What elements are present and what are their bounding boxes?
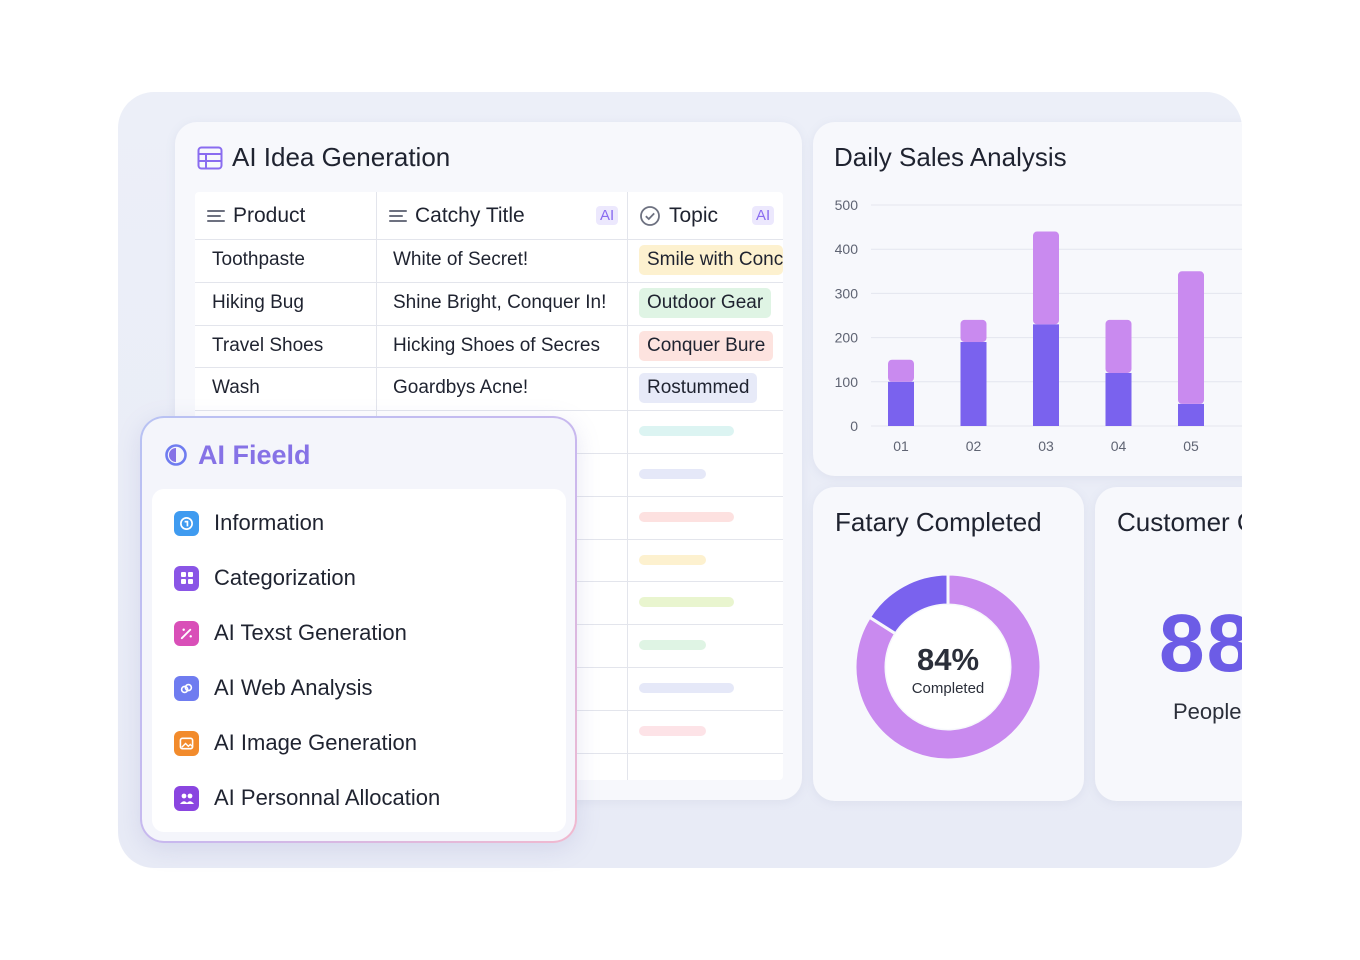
cell-product[interactable]: Toothpaste (212, 249, 305, 270)
text-field-icon (389, 209, 407, 223)
column-header-label: Product (233, 203, 306, 227)
ai-badge: AI (752, 206, 775, 225)
ai-field-item[interactable]: AI Web Analysis (174, 673, 373, 703)
ai-field-item[interactable]: AI Image Generation (174, 728, 417, 758)
sales-card-title: Daily Sales Analysis (834, 142, 1067, 172)
ai-field-item-label: Information (214, 510, 325, 535)
x-tick-label: 04 (1111, 438, 1127, 454)
column-header-label: Topic (669, 203, 719, 227)
table-icon (197, 146, 223, 170)
cell-catchy-title[interactable]: Shine Bright, Conquer In! (393, 291, 607, 313)
column-header-catchy-title[interactable]: Catchy Title (389, 192, 525, 239)
customer-unit: People (1173, 699, 1242, 724)
people-icon (174, 785, 199, 811)
topic-tag[interactable]: Outdoor Gear (639, 287, 772, 318)
bar-segment-2[interactable] (1178, 271, 1204, 404)
ai-field-panel: AI Fieeld Information Categorization AI Te… (142, 418, 575, 841)
y-tick-label: 200 (835, 330, 859, 346)
ai-field-item[interactable]: Information (174, 508, 324, 538)
x-tick-label: 02 (966, 438, 982, 454)
image-icon (174, 730, 199, 756)
ai-field-item-label: AI Personnal Allocation (214, 785, 441, 810)
ai-badge: AI (596, 206, 619, 225)
grid-icon (174, 565, 199, 591)
ai-field-list: Information Categorization AI Texst Genera… (152, 489, 566, 832)
topic-tag[interactable]: Rostummed (639, 373, 758, 404)
donut-center (886, 605, 1010, 729)
customer-card: Customer C 88 People (1095, 487, 1242, 801)
bar-segment-2[interactable] (1033, 231, 1059, 325)
cell-product[interactable]: Travel Shoes (212, 334, 324, 356)
x-tick-label: 01 (893, 438, 909, 454)
topic-placeholder-pill (639, 640, 706, 651)
y-tick-label: 500 (835, 197, 859, 213)
topic-placeholder-pill (639, 597, 734, 608)
ai-field-item-label: AI Web Analysis (214, 675, 373, 700)
ai-field-item[interactable]: AI Personnal Allocation (174, 783, 440, 813)
ai-field-item[interactable]: Categorization (174, 563, 356, 593)
bar-segment-2[interactable] (888, 359, 914, 382)
completion-card: Fatary Completed 84% Completed (813, 487, 1084, 801)
y-tick-label: 100 (835, 374, 859, 390)
idea-card-title: AI Idea Generation (232, 142, 451, 172)
check-circle-icon (640, 205, 660, 226)
ai-field-title: AI Fieeld (198, 440, 311, 470)
bar-segment-1[interactable] (1105, 372, 1132, 426)
bar-segment-1[interactable] (1178, 403, 1204, 426)
bar-segment-1[interactable] (960, 342, 987, 426)
y-tick-label: 0 (850, 418, 858, 434)
topic-placeholder-pill (639, 469, 706, 479)
x-tick-label: 03 (1038, 438, 1054, 454)
column-header-topic[interactable]: Topic (639, 192, 718, 239)
cell-product[interactable]: Wash (212, 377, 260, 399)
topic-placeholder-pill (639, 511, 734, 522)
cell-catchy-title[interactable]: Goardbys Acne! (393, 377, 529, 399)
ai-field-item-label: Categorization (214, 565, 356, 590)
ai-field-popover: AI Fieeld Information Categorization AI Te… (140, 416, 577, 843)
topic-tag[interactable]: Smile with Conc (639, 245, 783, 275)
cell-catchy-title[interactable]: Hicking Shoes of Secres (393, 334, 600, 356)
sales-chart-card: Daily Sales Analysis 0 100 200 300 400 500 01 0… (813, 122, 1242, 476)
info-globe-icon (174, 510, 199, 536)
ai-spinner-icon (165, 444, 187, 466)
column-header-label: Catchy Title (415, 203, 525, 227)
cell-product[interactable]: Hiking Bug (212, 291, 304, 313)
bar-segment-2[interactable] (1105, 319, 1132, 373)
ai-field-item-label: AI Texst Generation (214, 620, 407, 645)
x-tick-label: 05 (1183, 438, 1199, 454)
magic-pen-icon (174, 620, 199, 646)
topic-tag[interactable]: Conquer Bure (639, 330, 774, 361)
y-tick-label: 400 (835, 241, 859, 257)
customer-count: 88 (1159, 598, 1242, 689)
completion-donut: 84% Completed (853, 572, 1043, 762)
topic-placeholder-pill (639, 725, 706, 736)
cell-catchy-title[interactable]: White of Secret! (393, 249, 529, 270)
sales-bar-chart: 0 100 200 300 400 500 01 02 03 04 05 (835, 197, 1242, 454)
completion-percent: 84% (916, 642, 980, 677)
topic-placeholder-pill (639, 683, 734, 693)
ai-field-item-label: AI Image Generation (214, 730, 418, 755)
link-icon (174, 675, 199, 701)
completion-card-title: Fatary Completed (835, 507, 1042, 537)
completion-sub-label: Completed (911, 680, 985, 697)
customer-card-title: Customer C (1117, 507, 1242, 537)
bar-segment-2[interactable] (960, 319, 987, 343)
column-header-product[interactable]: Product (207, 192, 305, 239)
bar-segment-1[interactable] (888, 381, 914, 426)
y-tick-label: 300 (835, 285, 859, 301)
topic-placeholder-pill (639, 554, 706, 565)
text-field-icon (207, 209, 225, 223)
ai-field-item[interactable]: AI Texst Generation (174, 618, 407, 648)
topic-placeholder-pill (639, 426, 734, 437)
bar-segment-1[interactable] (1033, 324, 1059, 426)
